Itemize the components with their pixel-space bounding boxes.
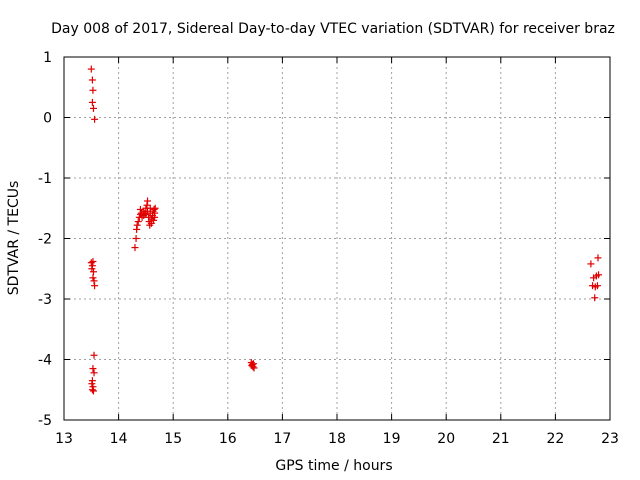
x-tick-labels: 13 14 15 16 17 18 19 20 21 22 23 [55,431,619,447]
y-tick-label: -4 [38,353,52,369]
x-tick-label: 22 [546,431,564,447]
data-point [88,386,96,394]
data-point [150,216,158,224]
data-point [89,86,97,94]
x-tick-label: 23 [601,431,619,447]
x-tick-label: 15 [164,431,182,447]
data-point [151,204,159,212]
data-point [144,197,152,205]
y-tick-label: -5 [38,413,52,429]
data-point [89,268,97,276]
data-point [131,244,139,252]
x-tick-label: 17 [273,431,291,447]
axis-ticks [63,56,611,421]
data-point [134,218,142,226]
data-points [87,65,603,395]
y-tick-label: -2 [38,232,52,248]
y-tick-labels: 1 0 -1 -2 -3 -4 -5 [38,50,52,429]
x-tick-label: 14 [110,431,128,447]
data-point [594,254,602,262]
y-tick-label: -3 [38,292,52,308]
grid-lines [64,57,610,420]
y-tick-label: 1 [43,50,52,66]
data-point [595,271,603,279]
x-tick-label: 13 [55,431,73,447]
data-point [591,294,599,302]
data-point [88,265,96,273]
data-point [87,65,95,73]
data-point [146,221,154,229]
data-point [89,387,97,395]
data-point [89,365,97,373]
y-tick-label: 0 [43,111,52,127]
x-axis-label: GPS time / hours [275,458,392,474]
data-point [133,221,141,229]
x-tick-label: 18 [328,431,346,447]
x-tick-label: 20 [437,431,455,447]
x-tick-label: 19 [383,431,401,447]
data-point [89,274,97,282]
data-point [88,76,96,84]
data-point [91,282,99,290]
data-point [91,115,99,123]
x-tick-label: 16 [219,431,237,447]
data-point [89,104,97,112]
data-point [90,351,98,359]
y-tick-label: -1 [38,171,52,187]
data-point [132,235,140,242]
data-point [587,260,595,268]
data-point [88,380,96,388]
x-tick-label: 21 [492,431,510,447]
y-axis-label: SDTVAR / TECUs [6,181,22,296]
data-point [90,369,98,377]
data-point [250,364,258,372]
data-point [593,282,601,290]
data-point [89,257,97,265]
chart-title: Day 008 of 2017, Sidereal Day-to-day VTE… [51,21,615,37]
data-point [87,259,95,267]
data-point [88,98,96,106]
